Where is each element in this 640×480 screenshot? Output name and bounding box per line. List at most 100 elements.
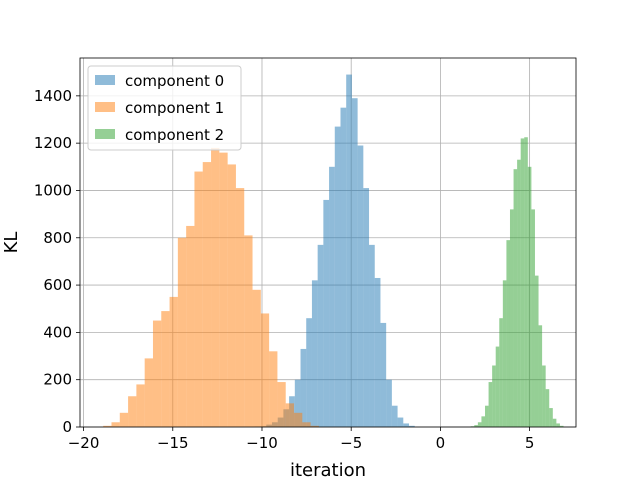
histogram-bar	[391, 405, 398, 427]
histogram-bar	[219, 152, 228, 427]
histogram-bar	[103, 425, 112, 427]
histogram-bar	[403, 423, 410, 427]
legend-label: component 2	[125, 126, 224, 144]
histogram-bar	[477, 422, 482, 427]
histogram-bar	[509, 209, 514, 427]
x-tick-label: −10	[246, 434, 278, 452]
histogram-bar	[513, 169, 518, 427]
histogram-bar	[202, 162, 212, 428]
histogram-bar	[277, 382, 286, 427]
histogram-bar	[227, 164, 236, 427]
legend-label: component 0	[125, 72, 224, 90]
histogram-bar	[311, 280, 318, 427]
x-tick-label: 5	[525, 434, 535, 452]
histogram-bar	[294, 412, 303, 427]
legend-swatch	[95, 129, 115, 139]
histogram-bar	[128, 396, 137, 427]
histogram-bar	[520, 138, 525, 427]
histogram-bar	[306, 318, 312, 427]
histogram-bar	[534, 275, 539, 427]
x-tick-label: −15	[157, 434, 189, 452]
histogram-bar	[252, 289, 261, 427]
histogram-bar	[340, 107, 347, 427]
histogram-bar	[244, 235, 253, 427]
y-tick-label: 1000	[34, 181, 72, 199]
series-0-bars	[254, 74, 415, 428]
histogram-bar	[269, 351, 278, 427]
histogram-bar	[474, 425, 478, 427]
histogram-bar	[538, 325, 543, 427]
x-tick-label: 0	[436, 434, 446, 452]
histogram-bar	[495, 346, 500, 427]
histogram-bar	[531, 209, 535, 427]
histogram-bar	[285, 403, 295, 427]
histogram-bar	[351, 98, 358, 427]
y-tick-label: 600	[43, 276, 72, 294]
histogram-bar	[549, 408, 553, 427]
histogram-bar	[310, 425, 319, 427]
histogram-bar	[542, 365, 546, 427]
histogram-bar	[119, 412, 129, 427]
histogram-bar	[144, 358, 153, 427]
histogram-bar	[334, 126, 341, 427]
y-tick-label: 400	[43, 323, 72, 341]
histogram-bar	[559, 425, 564, 427]
histogram-bar	[300, 348, 307, 427]
legend-swatch	[95, 75, 115, 85]
axis-ticks: −20 −15 −10 −5 0 5 0 200 400 600 800 1000 1200 1400	[34, 87, 535, 452]
y-tick-label: 1400	[34, 87, 72, 105]
histogram-bar	[169, 296, 178, 427]
histogram-bar	[552, 418, 557, 427]
legend-swatch	[95, 102, 115, 112]
histogram-bar	[380, 322, 387, 427]
histogram-bar	[357, 145, 364, 427]
histogram-bar	[386, 379, 392, 427]
histogram-bar	[136, 384, 145, 427]
histogram-bar	[329, 166, 335, 428]
histogram-bar	[524, 137, 528, 427]
histogram-bar	[517, 159, 521, 427]
histogram-bar	[194, 171, 203, 427]
histogram-bar	[506, 240, 510, 427]
histogram-bar	[111, 422, 120, 427]
histogram-bar	[369, 244, 375, 427]
histogram-bar	[235, 188, 245, 427]
histogram-bar	[186, 225, 195, 427]
legend: component 0 component 1 component 2	[87, 65, 242, 151]
histogram-bar	[374, 277, 381, 427]
x-tick-label: −5	[340, 434, 362, 452]
legend-frame	[87, 65, 242, 151]
histogram-bar	[556, 423, 560, 427]
y-tick-label: 0	[62, 418, 72, 436]
series-2-bars	[470, 137, 564, 428]
series-1-bars	[103, 147, 319, 428]
histogram-bar	[502, 280, 507, 427]
x-axis-label: iteration	[290, 460, 366, 480]
histogram-bar	[161, 311, 170, 427]
histogram-bar	[152, 320, 162, 427]
histogram-bar	[481, 416, 486, 427]
histogram-bar	[527, 166, 532, 428]
histogram-bar	[545, 389, 550, 427]
histogram-bar	[485, 405, 489, 427]
histogram-bar	[397, 417, 404, 427]
y-tick-label: 800	[43, 229, 72, 247]
histogram-bar	[260, 313, 270, 427]
histogram-bar	[492, 365, 496, 427]
histogram-bar	[177, 237, 187, 427]
histogram-bar	[409, 425, 415, 427]
y-tick-label: 200	[43, 371, 72, 389]
histogram-bar	[211, 147, 220, 427]
histogram-bar	[363, 188, 370, 427]
x-tick-label: −20	[68, 434, 100, 452]
histogram-bar	[346, 74, 352, 428]
legend-label: component 1	[125, 99, 224, 117]
histogram-bar	[488, 382, 493, 427]
plot-frame	[79, 57, 577, 428]
histogram-bar	[317, 244, 324, 427]
histogram-bar	[302, 422, 311, 427]
histogram-bars	[103, 74, 564, 428]
y-axis-label: KL	[1, 232, 22, 254]
histogram-bar	[499, 318, 503, 427]
